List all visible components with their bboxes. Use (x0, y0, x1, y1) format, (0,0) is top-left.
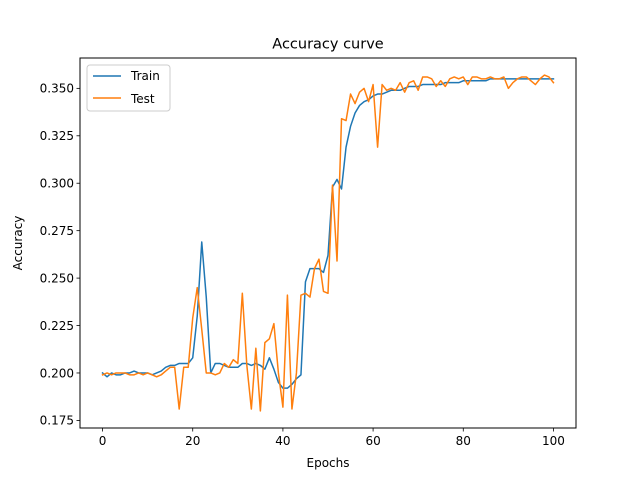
series-line-test (101, 74, 555, 412)
series-line-train (101, 78, 555, 389)
x-axis-ticks: 0 20 40 60 80 100 (99, 428, 565, 448)
y-tick-label: 0.300 (40, 177, 74, 191)
series-layer (101, 74, 555, 412)
x-tick-label: 80 (456, 434, 471, 448)
chart-title: Accuracy curve (272, 37, 384, 53)
y-axis-ticks: 0.175 0.200 0.225 0.250 0.275 0.300 0.325 0.350 (40, 82, 80, 428)
legend-label-test: Test (130, 92, 155, 106)
x-axis-label: Epochs (307, 456, 350, 470)
plot-area (79, 57, 577, 429)
y-tick-label: 0.250 (40, 271, 74, 285)
x-tick-label: 40 (275, 434, 290, 448)
y-tick-label: 0.350 (40, 82, 74, 96)
x-tick-label: 60 (365, 434, 380, 448)
x-tick-label: 20 (185, 434, 200, 448)
x-tick-label: 0 (99, 434, 107, 448)
y-tick-label: 0.325 (40, 129, 74, 143)
y-tick-label: 0.200 (40, 366, 74, 380)
plot-frame (79, 57, 577, 429)
y-tick-label: 0.175 (40, 414, 74, 428)
x-tick-label: 100 (542, 434, 565, 448)
y-tick-label: 0.225 (40, 319, 74, 333)
legend: Train Test (86, 64, 171, 112)
legend-label-train: Train (130, 69, 160, 83)
y-axis-label: Accuracy (11, 216, 25, 271)
y-tick-label: 0.275 (40, 224, 74, 238)
